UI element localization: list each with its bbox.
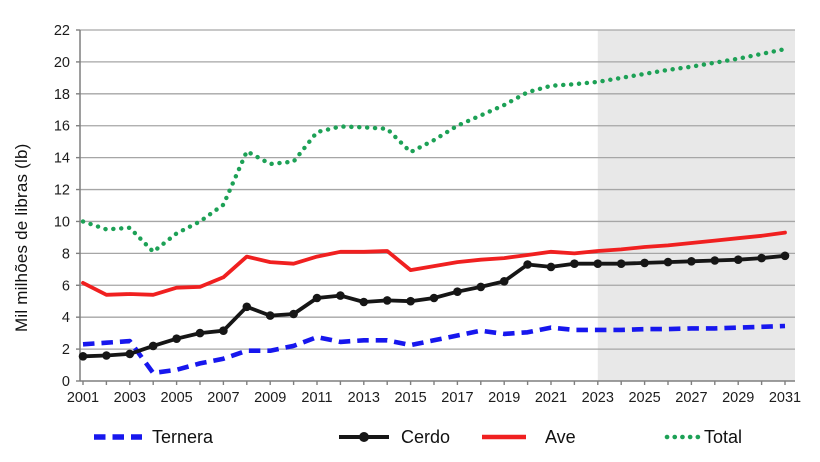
y-tick-label: 22 bbox=[54, 23, 70, 39]
series-marker-cerdo bbox=[593, 259, 603, 269]
x-tick-label: 2013 bbox=[348, 390, 380, 406]
series-marker-cerdo bbox=[476, 282, 486, 292]
series-marker-cerdo bbox=[289, 309, 298, 319]
series-marker-cerdo bbox=[406, 296, 415, 306]
y-tick-label: 20 bbox=[54, 55, 70, 71]
series-marker-cerdo bbox=[687, 257, 696, 266]
y-tick-label: 10 bbox=[54, 214, 70, 230]
series-marker-cerdo bbox=[570, 259, 579, 269]
x-tick-label: 2015 bbox=[394, 390, 426, 406]
legend-item-ternera: Ternera bbox=[93, 414, 213, 460]
series-marker-cerdo bbox=[242, 302, 252, 312]
series-marker-cerdo bbox=[265, 311, 275, 320]
series-marker-cerdo bbox=[78, 352, 88, 361]
series-marker-cerdo bbox=[640, 258, 649, 268]
series-marker-cerdo bbox=[453, 287, 462, 297]
series-marker-cerdo bbox=[429, 293, 439, 303]
series-marker-cerdo bbox=[663, 257, 673, 267]
y-tick-label: 12 bbox=[54, 183, 70, 199]
series-marker-cerdo bbox=[336, 291, 345, 300]
legend-label-ternera: Ternera bbox=[152, 426, 214, 447]
x-tick-label: 2029 bbox=[722, 390, 754, 406]
series-line-ave bbox=[81, 230, 787, 297]
legend-label-cerdo: Cerdo bbox=[401, 426, 451, 447]
total-dotted-line-icon bbox=[664, 434, 702, 440]
legend-label-total: Total bbox=[704, 426, 743, 447]
y-tick-label: 4 bbox=[62, 310, 70, 326]
series-line-total bbox=[80, 46, 788, 255]
series-marker-cerdo bbox=[148, 341, 158, 351]
legend: Ternera Cerdo Ave Total bbox=[0, 414, 820, 460]
y-tick-label: 16 bbox=[54, 119, 70, 135]
x-tick-label: 2019 bbox=[488, 390, 520, 406]
legend-item-ave: Ave bbox=[481, 414, 576, 460]
series-marker-cerdo bbox=[359, 297, 369, 307]
y-tick-label: 18 bbox=[54, 87, 70, 103]
line-chart-svg: 0 2 4 6 8 10 12 14 16 18 20 22 2001 2003 2005 2007 2009 2… bbox=[54, 23, 801, 406]
x-tick-label: 2023 bbox=[582, 390, 614, 406]
x-tick-label: 2017 bbox=[441, 390, 473, 406]
series-marker-cerdo bbox=[616, 259, 626, 269]
x-tick-label: 2009 bbox=[254, 390, 286, 406]
series-marker-cerdo bbox=[733, 255, 743, 264]
y-tick-label: 0 bbox=[62, 374, 70, 390]
series-marker-cerdo bbox=[125, 349, 135, 359]
series-marker-cerdo bbox=[546, 262, 556, 272]
series-marker-cerdo bbox=[757, 253, 766, 263]
y-tick-label: 2 bbox=[62, 342, 70, 358]
series-marker-cerdo bbox=[780, 251, 790, 261]
forecast-band bbox=[597, 30, 795, 381]
legend-label-ave: Ave bbox=[545, 426, 576, 447]
y-tick-label: 6 bbox=[62, 278, 70, 294]
x-tick-label: 2027 bbox=[675, 390, 707, 406]
x-tick-label: 2007 bbox=[207, 390, 239, 406]
x-tick-label: 2011 bbox=[301, 390, 332, 406]
legend-item-cerdo: Cerdo bbox=[338, 414, 450, 460]
x-tick-label: 2003 bbox=[114, 390, 146, 406]
x-tick-label: 2031 bbox=[769, 390, 801, 406]
x-tick-label: 2021 bbox=[535, 390, 567, 406]
x-tick-label: 2005 bbox=[160, 390, 192, 406]
y-tick-label: 14 bbox=[54, 151, 70, 167]
y-tick-label: 8 bbox=[62, 246, 70, 262]
series-marker-cerdo bbox=[172, 334, 181, 344]
series-line-ternera bbox=[82, 323, 786, 376]
series-marker-cerdo bbox=[710, 256, 720, 265]
series-marker-cerdo bbox=[195, 328, 205, 338]
x-tick-label: 2001 bbox=[67, 390, 99, 406]
ave-solid-line-icon bbox=[482, 434, 526, 440]
x-tick-label: 2025 bbox=[628, 390, 660, 406]
series-marker-cerdo bbox=[102, 351, 111, 360]
series-marker-cerdo bbox=[312, 293, 322, 303]
series-marker-cerdo bbox=[219, 326, 228, 336]
series-marker-cerdo bbox=[499, 277, 509, 286]
y-axis-title: Mil milhões de libras (lb) bbox=[12, 143, 31, 332]
series-marker-cerdo bbox=[523, 260, 532, 269]
legend-item-total: Total bbox=[664, 414, 742, 460]
cerdo-line-marker-icon bbox=[339, 432, 389, 442]
series-marker-cerdo bbox=[382, 296, 392, 305]
ternera-dashed-line-icon bbox=[94, 434, 142, 440]
